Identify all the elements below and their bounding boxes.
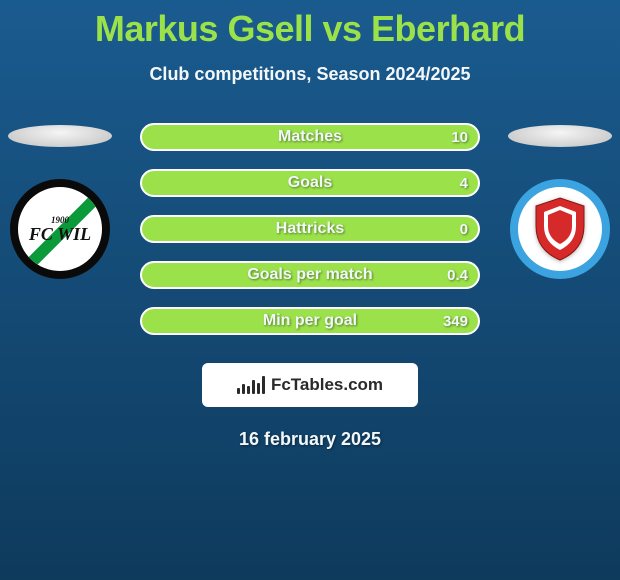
right-club-badge xyxy=(510,179,610,279)
content-area: 1900 FC WIL Matches 10 xyxy=(0,123,620,450)
comparison-card: Markus Gsell vs Eberhard Club competitio… xyxy=(0,0,620,580)
stat-label: Matches xyxy=(278,128,342,146)
stat-value-right: 10 xyxy=(451,129,468,146)
stat-row: Hattricks 0 xyxy=(140,215,480,243)
stat-value-right: 0 xyxy=(460,221,468,238)
brand-text: FcTables.com xyxy=(271,375,383,395)
stat-value-right: 0.4 xyxy=(447,267,468,284)
left-club-text: 1900 FC WIL xyxy=(29,216,91,243)
stat-value-right: 4 xyxy=(460,175,468,192)
shield-icon xyxy=(532,196,588,262)
stat-row: Matches 10 xyxy=(140,123,480,151)
page-title: Markus Gsell vs Eberhard xyxy=(0,0,620,50)
page-subtitle: Club competitions, Season 2024/2025 xyxy=(0,64,620,85)
stat-label: Goals xyxy=(288,174,332,192)
stat-label: Hattricks xyxy=(276,220,344,238)
stat-label: Min per goal xyxy=(263,312,357,330)
stat-row: Goals 4 xyxy=(140,169,480,197)
stat-row: Goals per match 0.4 xyxy=(140,261,480,289)
right-flag-icon xyxy=(508,125,612,147)
left-flag-icon xyxy=(8,125,112,147)
stat-label: Goals per match xyxy=(247,266,372,284)
brand-badge: FcTables.com xyxy=(202,363,418,407)
stat-value-right: 349 xyxy=(443,313,468,330)
bars-icon xyxy=(237,376,265,394)
left-club-badge: 1900 FC WIL xyxy=(10,179,110,279)
right-player-column xyxy=(500,123,620,279)
stat-row: Min per goal 349 xyxy=(140,307,480,335)
left-player-column: 1900 FC WIL xyxy=(0,123,120,279)
footer-date: 16 february 2025 xyxy=(0,429,620,450)
stat-rows: Matches 10 Goals 4 Hattricks 0 Goals per… xyxy=(140,123,480,335)
left-club-name: FC WIL xyxy=(29,224,91,244)
